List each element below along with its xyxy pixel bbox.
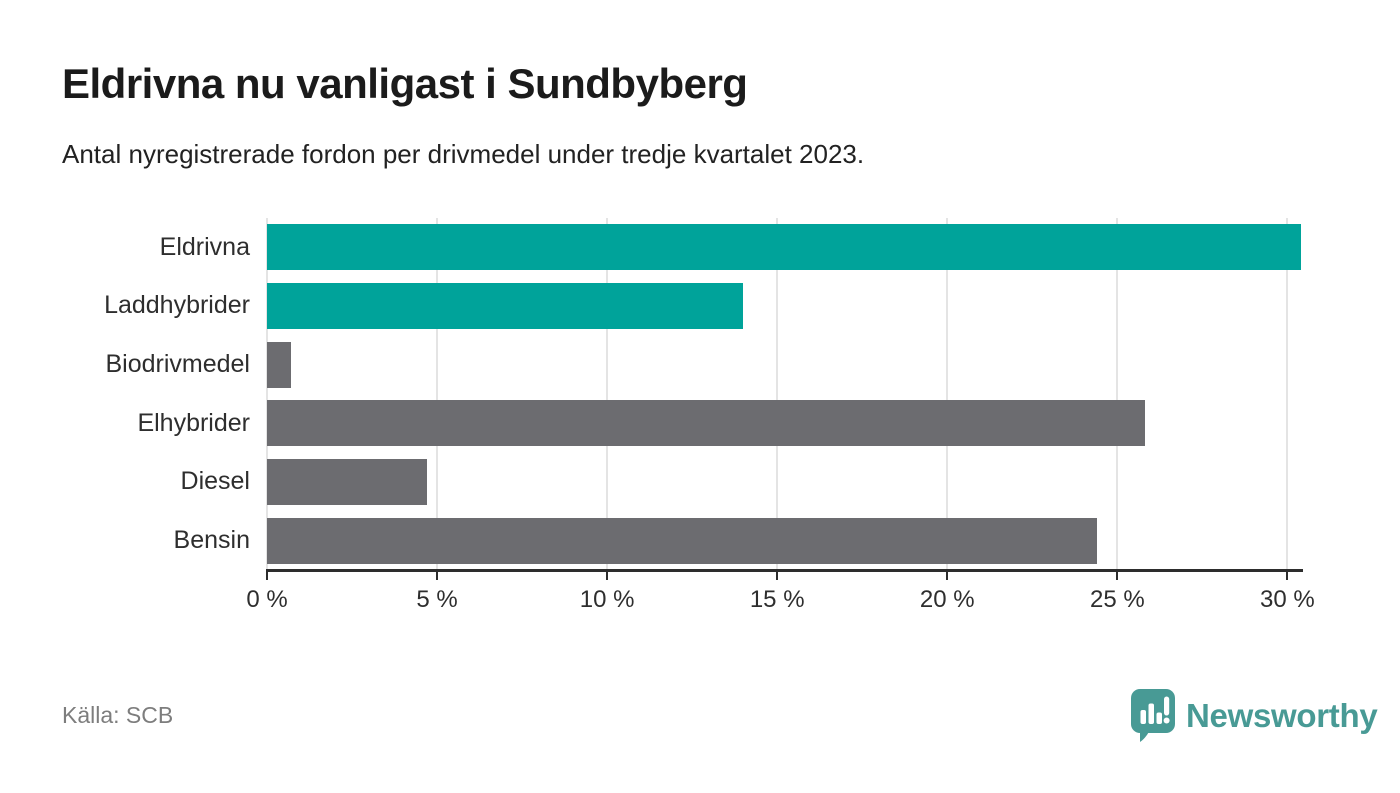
newsworthy-icon (1131, 688, 1175, 742)
chart-subtitle: Antal nyregistrerade fordon per drivmede… (62, 139, 865, 169)
bar-row: Diesel (181, 453, 1301, 512)
bar-row: Eldrivna (160, 218, 1301, 277)
category-label: Eldrivna (159, 232, 250, 261)
category-label: Bensin (173, 526, 250, 555)
axis-tick (266, 571, 268, 580)
category-label: Elhybrider (137, 408, 250, 437)
source-label: Källa: SCB (62, 702, 174, 728)
axis-tick-label: 25 % (1089, 586, 1145, 613)
plot-area: Eldrivna Laddhybrider Biodrivmedel Elhybrid… (104, 218, 1301, 570)
axis-tick (1286, 571, 1289, 580)
bar-biodrivmedel (267, 341, 291, 388)
bar-eldrivna (267, 224, 1301, 271)
category-label: Diesel (180, 467, 250, 496)
axis-tick (606, 571, 609, 580)
gridline (946, 218, 949, 570)
gridline (1286, 218, 1289, 570)
bar-bensin (267, 517, 1097, 564)
chart-title: Eldrivna nu vanligast i Sundbyberg (62, 60, 748, 107)
newsworthy-wordmark: Newsworthy (1186, 697, 1378, 734)
bar-row: Biodrivmedel (105, 335, 1301, 394)
x-axis-line (266, 569, 1303, 572)
newsworthy-logo: Newsworthy (1131, 687, 1378, 745)
bar-row: Bensin (174, 511, 1301, 570)
axis-tick-label: 15 % (749, 586, 805, 613)
axis-tick-label: 30 % (1260, 586, 1315, 613)
gridline (1116, 218, 1119, 570)
axis-tick (776, 571, 779, 580)
axis-tick (436, 571, 439, 580)
axis-tick-label: 5 % (416, 586, 458, 613)
axis-tick (1116, 571, 1119, 580)
bar-row: Laddhybrider (104, 277, 1301, 336)
axis-tick-label: 10 % (579, 586, 635, 613)
x-axis: 0 % 5 % 10 % 15 % 20 % 25 % 30 % (246, 571, 1315, 631)
gridline (606, 218, 609, 570)
bar-row: Elhybrider (137, 394, 1301, 453)
gridline (436, 218, 439, 570)
axis-tick (946, 571, 949, 580)
gridline (776, 218, 779, 570)
bar-diesel (267, 458, 427, 505)
bar-laddhybrider (267, 282, 744, 329)
gridline (266, 218, 268, 570)
axis-tick-label: 0 % (246, 586, 288, 613)
category-label: Biodrivmedel (105, 350, 250, 379)
bar-elhybrider (267, 400, 1145, 447)
axis-tick-label: 20 % (919, 586, 975, 613)
category-label: Laddhybrider (104, 291, 250, 320)
